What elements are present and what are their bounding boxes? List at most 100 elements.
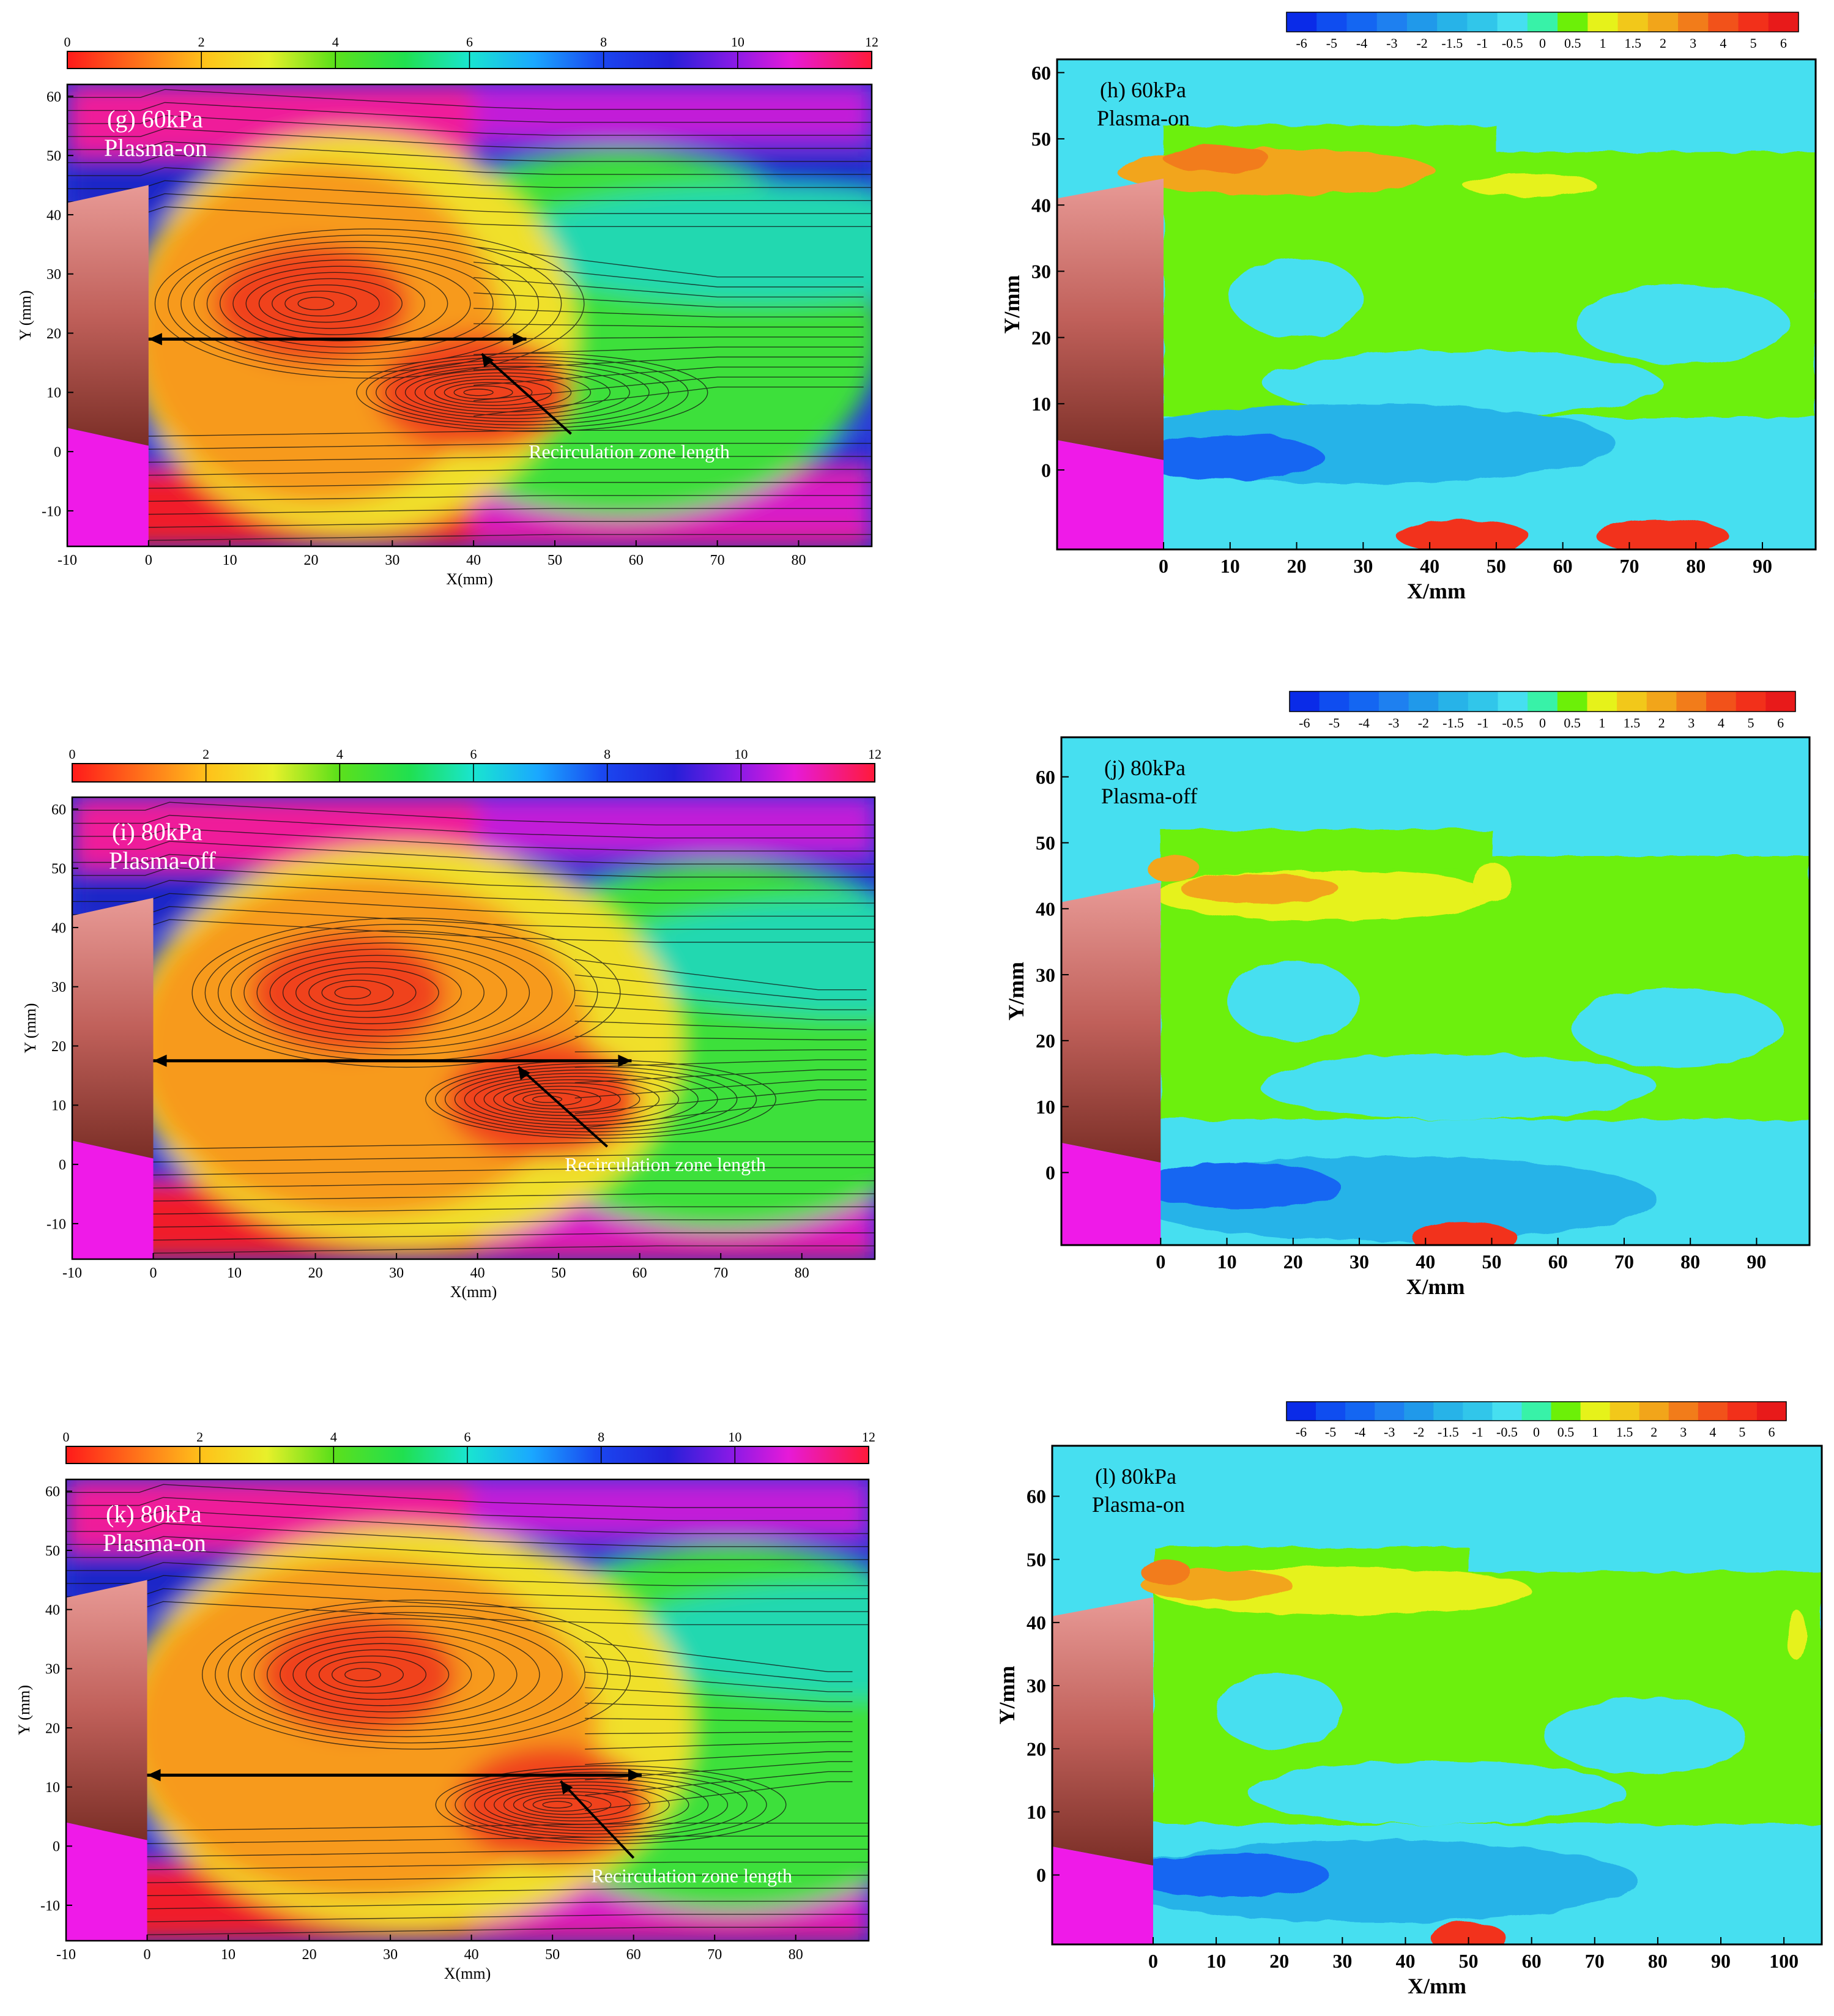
wake-cyan — [625, 1580, 869, 1698]
patch-cyan — [1227, 961, 1360, 1041]
colorbar-tick-label: 12 — [865, 34, 878, 50]
plot-frame — [1056, 58, 1817, 551]
annotation-pointer-head — [518, 1066, 530, 1081]
y-tick-label: 50 — [1027, 1549, 1046, 1571]
contour-field — [1061, 737, 1810, 1245]
panel-k: Recirculation zone length (k) 80kPaPlasma… — [15, 1429, 875, 1982]
y-axis-label: Y/mm — [1004, 962, 1028, 1021]
y-tick-label: 60 — [1036, 766, 1055, 788]
colorbar-tick-label: 6 — [466, 34, 473, 50]
y-tick-label: 10 — [1031, 393, 1051, 415]
y-tick-label: 10 — [1027, 1801, 1046, 1823]
colorbar-tick-label: 0 — [64, 34, 71, 50]
x-tick-label: 60 — [1548, 1251, 1568, 1273]
colorbar-cell — [1467, 12, 1498, 32]
x-tick-label: 30 — [389, 1265, 404, 1281]
colorbar-tick-label: -4 — [1358, 715, 1369, 731]
x-tick-label: 70 — [1585, 1950, 1605, 1972]
x-tick-label: 10 — [221, 1947, 236, 1963]
patch-cyan — [1263, 351, 1663, 417]
contour-blob — [1430, 1922, 1507, 1944]
annotation-pointer-head — [560, 1781, 573, 1795]
contour-blob — [1137, 433, 1324, 480]
colorbar-tick-label: -2 — [1418, 715, 1429, 731]
colorbar-tick-label: 1.5 — [1624, 35, 1641, 51]
x-tick-label: 90 — [1747, 1251, 1766, 1273]
x-tick-label: 30 — [383, 1947, 398, 1963]
streamlines — [67, 89, 872, 541]
colorbar-tick-label: 6 — [470, 746, 477, 762]
contour-field — [1057, 59, 1816, 549]
contour-blob — [1180, 874, 1340, 904]
colorbar-cell — [1345, 1402, 1375, 1421]
annotation-pointer — [481, 352, 572, 435]
colorbar-tick-label: 4 — [330, 1429, 337, 1445]
contour-blob — [1116, 149, 1436, 195]
annotation-text: Recirculation zone length — [591, 1865, 792, 1887]
x-tick-label: 20 — [1269, 1950, 1289, 1972]
colorbar-tick-label: -0.5 — [1496, 1424, 1518, 1440]
colorbar-tick-label: -4 — [1356, 35, 1367, 51]
panel-i: Recirculation zone length (i) 80kPaPlasma… — [21, 746, 882, 1301]
colorbar-cell — [1587, 691, 1617, 712]
x-tick-label: 40 — [1420, 555, 1439, 577]
y-tick-label: 0 — [1045, 1162, 1055, 1184]
y-tick-label: 60 — [1031, 62, 1051, 84]
panel-sublabel: Plasma-off — [109, 847, 216, 874]
x-axis-label: X(mm) — [446, 570, 493, 588]
y-tick-label: 50 — [1031, 128, 1051, 150]
contour-blob — [1140, 1162, 1340, 1209]
plot-frame — [1051, 1445, 1823, 1946]
panel-sublabel: Plasma-on — [103, 1529, 206, 1557]
x-tick-label: 40 — [1395, 1950, 1415, 1972]
panel-sublabel: Plasma-on — [104, 134, 207, 162]
colorbar — [1286, 1401, 1787, 1421]
colorbar-tick-label: 0 — [1533, 1424, 1540, 1440]
y-tick-label: 30 — [51, 980, 66, 995]
contour-blob — [1140, 1559, 1191, 1585]
colorbar-cell — [1319, 691, 1350, 712]
colorbar-tick-label: 2 — [1660, 35, 1666, 51]
x-tick-label: 80 — [791, 552, 806, 568]
y-tick-label: 10 — [51, 1098, 66, 1114]
x-tick-label: 40 — [464, 1947, 479, 1963]
colorbar-cell — [1408, 691, 1439, 712]
colorbar-cell — [1617, 12, 1649, 32]
model-base — [1052, 1847, 1153, 1944]
patch-cyan — [1576, 285, 1789, 364]
y-tick-label: -10 — [40, 1898, 60, 1914]
y-tick-label: 30 — [1036, 964, 1055, 986]
panel-label: (h) 60kPa — [1100, 78, 1186, 102]
colorbar-cell — [1468, 691, 1499, 712]
colorbar-cell — [1765, 691, 1796, 712]
colorbar-tick-label: 1 — [1592, 1424, 1598, 1440]
colorbar-tick-label: -3 — [1386, 35, 1397, 51]
colorbar-cell — [1736, 691, 1766, 712]
colorbar-cell — [1316, 1402, 1346, 1421]
colorbar-tick-label: -1.5 — [1442, 715, 1464, 731]
colorbar-tick-label: 6 — [1780, 35, 1787, 51]
x-tick-label: 60 — [626, 1947, 641, 1963]
colorbar-cell — [1290, 691, 1320, 712]
colorbar-tick-label: -0.5 — [1502, 715, 1523, 731]
colorbar-cell — [1587, 12, 1619, 32]
panel-sublabel: Plasma-off — [1101, 784, 1197, 808]
x-tick-label: 30 — [1350, 1251, 1369, 1273]
colorbar-cell — [1437, 12, 1468, 32]
colorbar-tick-label: 4 — [332, 34, 339, 50]
colorbar-tick-label: 4 — [1718, 715, 1724, 731]
y-tick-label: -10 — [42, 504, 61, 519]
plot-frame — [66, 83, 873, 548]
colorbar — [1289, 691, 1796, 712]
colorbar-tick-label: -3 — [1388, 715, 1399, 731]
x-tick-label: 20 — [302, 1947, 317, 1963]
x-tick-label: 20 — [1287, 555, 1307, 577]
colorbar-cell — [1492, 1402, 1522, 1421]
colorbar-tick-label: 12 — [862, 1429, 875, 1445]
y-tick-label: 60 — [45, 1484, 60, 1500]
colorbar-tick-label: 4 — [1720, 35, 1726, 51]
colorbar-cell — [1698, 1402, 1728, 1421]
x-tick-label: 0 — [1148, 1950, 1158, 1972]
panel-label: (l) 80kPa — [1095, 1464, 1176, 1489]
annotation-pointer — [559, 1780, 635, 1859]
